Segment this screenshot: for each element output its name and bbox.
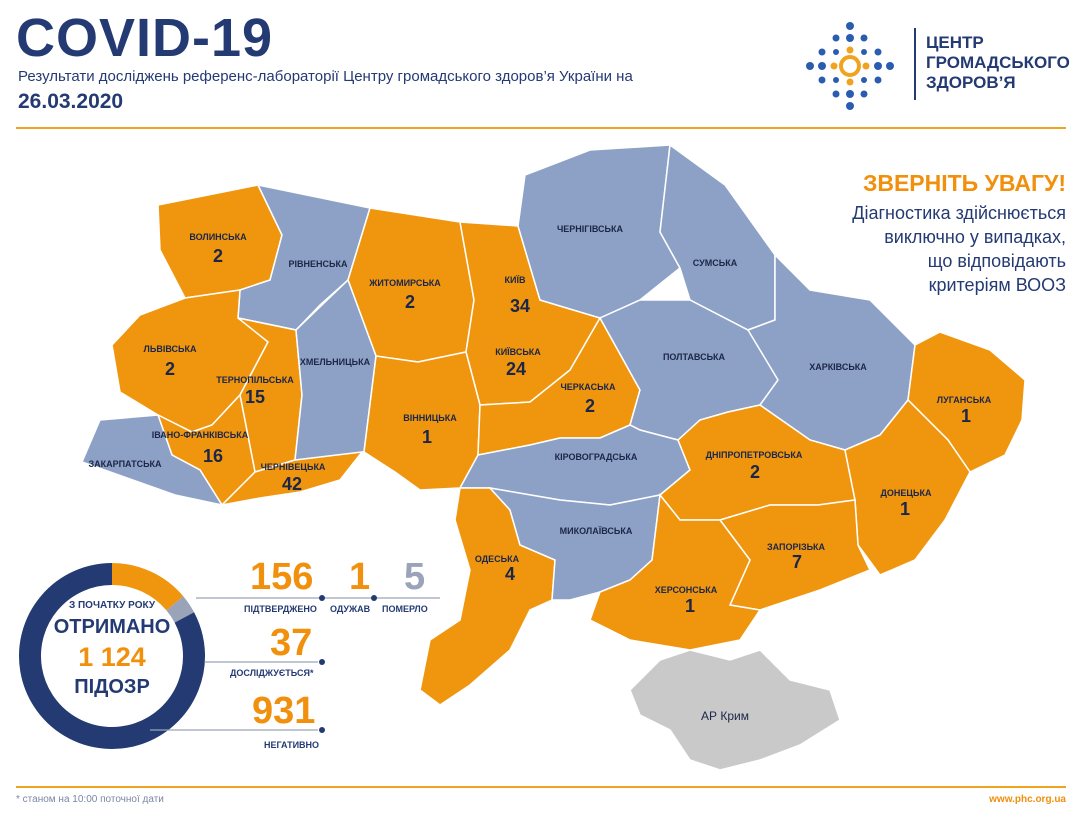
region-label: ЧЕРНІГІВСЬКА	[557, 224, 624, 234]
region-label: МИКОЛАЇВСЬКА	[560, 526, 633, 536]
logo-line: ЗДОРОВ’Я	[926, 73, 1016, 92]
page-title: COVID-19	[16, 8, 274, 68]
region-label: ЧЕРНІВЕЦЬКА	[261, 462, 326, 472]
region-case-count: 1	[900, 499, 910, 519]
region-label: ВОЛИНСЬКА	[189, 232, 247, 242]
region-label: ХАРКІВСЬКА	[809, 362, 867, 372]
region-label: СУМСЬКА	[693, 258, 738, 268]
region-label: КІРОВОГРАДСЬКА	[555, 452, 638, 462]
died-label: ПОМЕРЛО	[382, 604, 428, 614]
region-case-count: 1	[685, 596, 695, 616]
notice-block: ЗВЕРНІТЬ УВАГУ! Діагностика здійснюється…	[852, 170, 1066, 297]
confirmed-count: 156	[250, 556, 314, 598]
donut-center: З ПОЧАТКУ РОКУ ОТРИМАНО 1 124 ПІДОЗР	[14, 558, 210, 754]
region-label: ОДЕСЬКА	[475, 554, 520, 564]
region-label: ХЕРСОНСЬКА	[655, 585, 718, 595]
investigating-label: ДОСЛІДЖУЄТЬСЯ*	[230, 668, 314, 678]
region-case-count: 4	[505, 564, 515, 584]
donut-investigating-segment	[166, 596, 195, 623]
region-label: ЛУГАНСЬКА	[937, 395, 992, 405]
footnote: * станом на 10:00 поточної дати	[16, 794, 164, 805]
region-case-count: 2	[405, 292, 415, 312]
region-label: ДНІПРОПЕТРОВСЬКА	[706, 450, 803, 460]
region-label: ЧЕРКАСЬКА	[560, 382, 616, 392]
region-label: ПОЛТАВСЬКА	[663, 352, 726, 362]
region-label: КИЇВ	[505, 275, 526, 285]
region-label: ТЕРНОПІЛЬСЬКА	[216, 375, 294, 385]
died-count: 5	[404, 556, 426, 598]
confirmed-label: ПІДТВЕРДЖЕНО	[244, 604, 317, 614]
region-label: ДОНЕЦЬКА	[881, 488, 932, 498]
region-label: ЗАПОРІЗЬКА	[767, 542, 826, 552]
region-case-count: 42	[282, 474, 302, 494]
region-ар крим	[629, 649, 841, 771]
region-case-count: 1	[422, 427, 432, 447]
donut-confirmed-segment	[111, 563, 184, 611]
region-case-count: 2	[585, 396, 595, 416]
region-case-count: 2	[213, 246, 223, 266]
region-label: КИЇВСЬКА	[495, 347, 541, 357]
ukraine-map: ВОЛИНСЬКА 2 РІВНЕНСЬКА ЖИТОМИРСЬКА 2 КИЇВ 34 КИ…	[80, 143, 1026, 771]
notice-line: Діагностика здійснюється	[852, 203, 1066, 223]
region-case-count: 2	[750, 462, 760, 482]
logo-separator	[914, 28, 916, 100]
website-link[interactable]: www.phc.org.ua	[989, 794, 1066, 805]
since-label: З ПОЧАТКУ РОКУ	[68, 600, 156, 611]
report-date: 26.03.2020	[18, 90, 124, 113]
recovered-label: ОДУЖАВ	[330, 604, 371, 614]
region-чернівецька	[219, 451, 364, 507]
summary-donut	[19, 563, 205, 749]
negative-count: 931	[252, 690, 316, 732]
region-label: АР Крим	[701, 709, 749, 723]
region-label: РІВНЕНСЬКА	[289, 259, 348, 269]
logo-text: ЦЕНТР ГРОМАДСЬКОГО ЗДОРОВ’Я	[926, 33, 1070, 93]
recovered-count: 1	[349, 556, 371, 598]
region-case-count: 2	[165, 359, 175, 379]
region-case-count: 34	[510, 296, 530, 316]
footer-divider	[16, 786, 1066, 788]
region-херсонська	[589, 493, 762, 651]
phc-logo-icon	[806, 22, 894, 110]
negative-label: НЕГАТИВНО	[264, 740, 320, 750]
notice-heading: ЗВЕРНІТЬ УВАГУ!	[862, 170, 1066, 196]
region-case-count: 15	[245, 387, 265, 407]
logo-line: ЦЕНТР	[926, 33, 984, 52]
region-label: ІВАНО-ФРАНКІВСЬКА	[152, 430, 249, 440]
page-subtitle: Результати досліджень референс-лаборатор…	[18, 68, 633, 85]
region-case-count: 7	[792, 552, 802, 572]
total-suspected: 1 124	[78, 642, 146, 672]
region-label: ЖИТОМИРСЬКА	[368, 278, 441, 288]
region-закарпатська	[80, 414, 224, 507]
suspected-label: ПІДОЗР	[74, 676, 150, 698]
region-label: ХМЕЛЬНИЦЬКА	[300, 357, 371, 367]
notice-line: критеріям ВООЗ	[928, 275, 1066, 295]
region-case-count: 24	[506, 359, 526, 379]
received-label: ОТРИМАНО	[53, 616, 171, 638]
donut-negative-segment	[19, 563, 205, 749]
notice-line: що відповідають	[927, 251, 1066, 271]
region-case-count: 16	[203, 446, 223, 466]
region-label: ВІННИЦЬКА	[403, 413, 457, 423]
logo-line: ГРОМАДСЬКОГО	[926, 53, 1070, 72]
header-divider	[16, 127, 1066, 129]
region-case-count: 1	[961, 406, 971, 426]
region-label: ЛЬВІВСЬКА	[144, 344, 197, 354]
region-label: ЗАКАРПАТСЬКА	[88, 459, 162, 469]
investigating-count: 37	[270, 622, 313, 664]
notice-line: виключно у випадках,	[884, 227, 1066, 247]
